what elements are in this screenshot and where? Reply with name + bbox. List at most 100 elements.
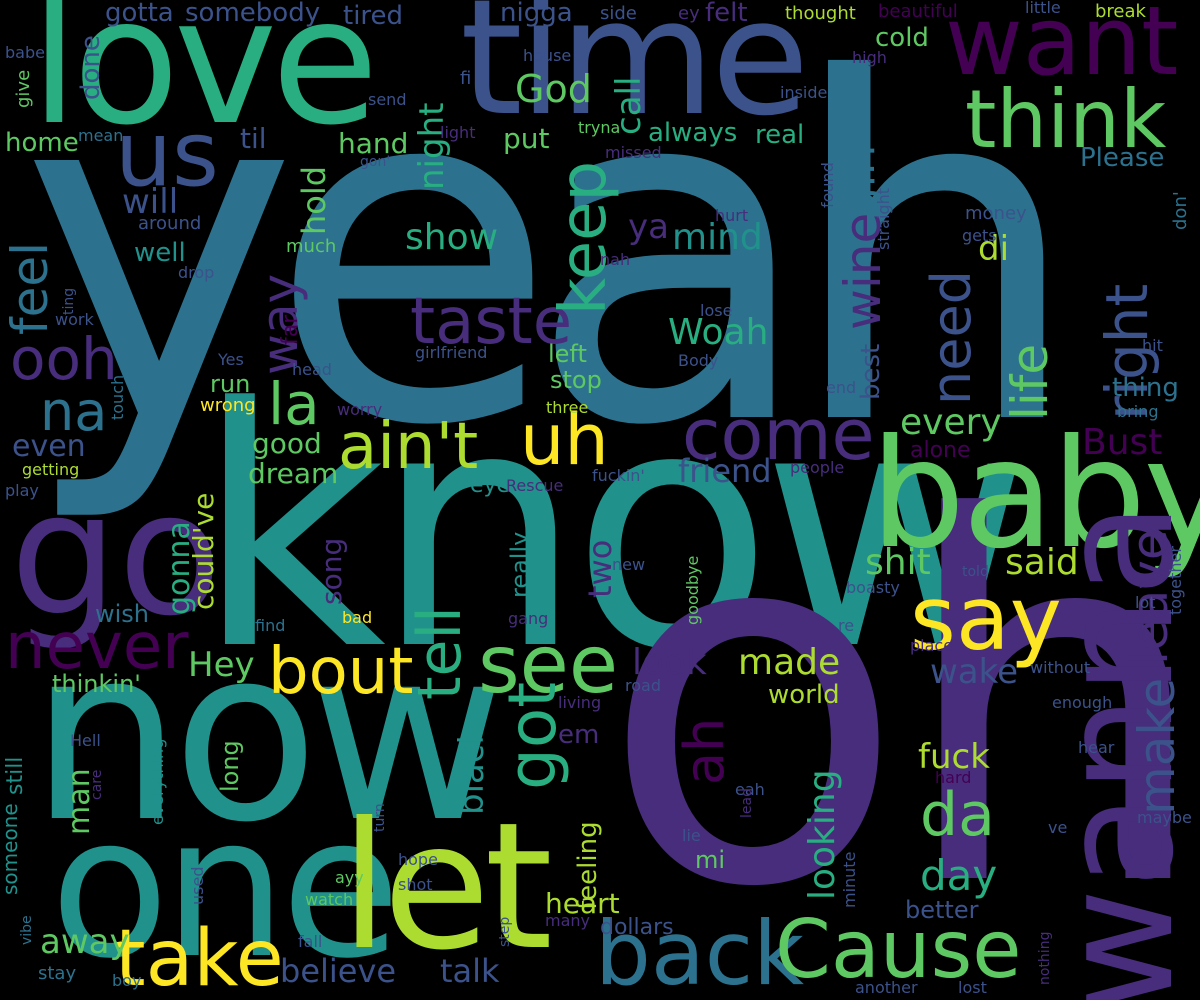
word-na: na (40, 380, 108, 443)
word-heart: heart (545, 887, 620, 920)
word-know: know (195, 338, 1031, 722)
word-made: made (738, 642, 841, 683)
word-one: one (50, 774, 401, 1000)
word-tryna: tryna (578, 118, 621, 137)
word-world: world (768, 680, 840, 710)
word-goodbye: goodbye (683, 555, 702, 625)
word-far: far (278, 314, 303, 345)
word-eah: eah (735, 780, 765, 799)
word-never: never (5, 610, 189, 684)
word-shit: shit (865, 542, 931, 583)
word-song: song (315, 537, 348, 605)
word-care: care (89, 769, 105, 800)
word-mi: mi (695, 846, 726, 874)
word-life: life (1001, 343, 1059, 420)
word-re: re (838, 616, 855, 635)
word-gang: gang (508, 609, 549, 628)
word-better: better (905, 896, 979, 924)
word-another: another (855, 978, 918, 997)
word-woah: Woah (668, 312, 769, 353)
word-well: well (134, 238, 186, 268)
word-dream: dream (248, 457, 339, 490)
word-la: la (268, 370, 320, 438)
word-come: come (682, 394, 875, 476)
word-place: place (910, 636, 954, 655)
word-used: used (188, 866, 207, 905)
word-til: til (240, 122, 267, 155)
word-three: three (546, 398, 589, 417)
word-talk: talk (440, 952, 500, 990)
word-nah: nah (600, 250, 631, 269)
word-hand: hand (338, 127, 409, 160)
word-always: always (648, 118, 738, 148)
word-god: God (515, 67, 592, 111)
word-found: found (818, 162, 837, 208)
word-gets: gets (962, 226, 997, 245)
word-house: house (523, 46, 572, 65)
word-wrong: wrong (200, 395, 256, 416)
word-time: time (460, 0, 809, 151)
word-worry: worry (337, 400, 383, 419)
word-thinkin: thinkin' (52, 670, 141, 698)
word-make: make (1128, 677, 1186, 815)
word-wish: wish (95, 600, 150, 628)
word-dollars: dollars (600, 915, 674, 940)
word-da: da (920, 780, 995, 850)
word-bout: bout (268, 635, 414, 709)
word-minute: minute (840, 851, 859, 908)
word-bust: Bust (1082, 422, 1163, 463)
word-looking: looking (802, 769, 843, 900)
word-go: go (10, 456, 222, 654)
word-mean: mean (78, 126, 124, 145)
word-end: end (826, 378, 857, 397)
word-yes: Yes (218, 350, 244, 369)
word-take: take (115, 914, 284, 1000)
word-someone: someone (0, 803, 22, 895)
word-boasty: boasty (846, 578, 900, 597)
word-nigga: nigga (500, 0, 573, 28)
word-keep: keep (547, 160, 621, 315)
word-told: told (962, 564, 989, 580)
word-now: now (30, 595, 505, 875)
word-fall: fall (298, 932, 323, 951)
word-see: see (478, 618, 619, 711)
word-hear: hear (1078, 738, 1115, 757)
word-eye: eye (470, 473, 511, 498)
word-real: real (755, 120, 805, 150)
word-taste: taste (410, 285, 573, 359)
word-lie: lie (682, 826, 701, 845)
word-thought: thought (785, 3, 856, 24)
word-without: without (1030, 658, 1091, 677)
word-money: money (965, 203, 1027, 224)
word-felt: felt (705, 0, 748, 28)
word-us: us (115, 102, 219, 207)
word-tell: tell (405, 606, 475, 700)
word-couldve: could've (187, 492, 220, 610)
word-girlfriend: girlfriend (415, 343, 488, 362)
word-many: many (545, 911, 590, 930)
word-shot: shot (398, 875, 433, 894)
word-lose: lose (700, 301, 733, 320)
word-home: home (5, 128, 79, 158)
word-hell: Hell (70, 731, 101, 750)
word-really: really (506, 531, 534, 598)
word-said: said (1005, 542, 1079, 583)
word-ey: ey (678, 3, 700, 24)
word-friend: friend (678, 452, 772, 490)
word-good: good (252, 427, 322, 460)
word-need: need (920, 270, 983, 405)
word-little: little (1025, 0, 1061, 17)
word-give: give (13, 69, 34, 108)
word-nothing: nothing (1037, 931, 1053, 985)
word-done: done (76, 35, 106, 100)
word-oh: oh (600, 414, 1200, 996)
word-aint: ain't (338, 410, 479, 484)
word-cold: cold (875, 23, 929, 53)
word-together: together (1166, 546, 1185, 615)
word-hurt: hurt (715, 206, 749, 225)
word-fi: fi (460, 68, 472, 89)
word-even: even (12, 429, 86, 464)
word-cause: Cause (775, 903, 1022, 996)
word-thing: thing (1112, 373, 1179, 403)
word-rescue: Rescue (506, 476, 564, 495)
